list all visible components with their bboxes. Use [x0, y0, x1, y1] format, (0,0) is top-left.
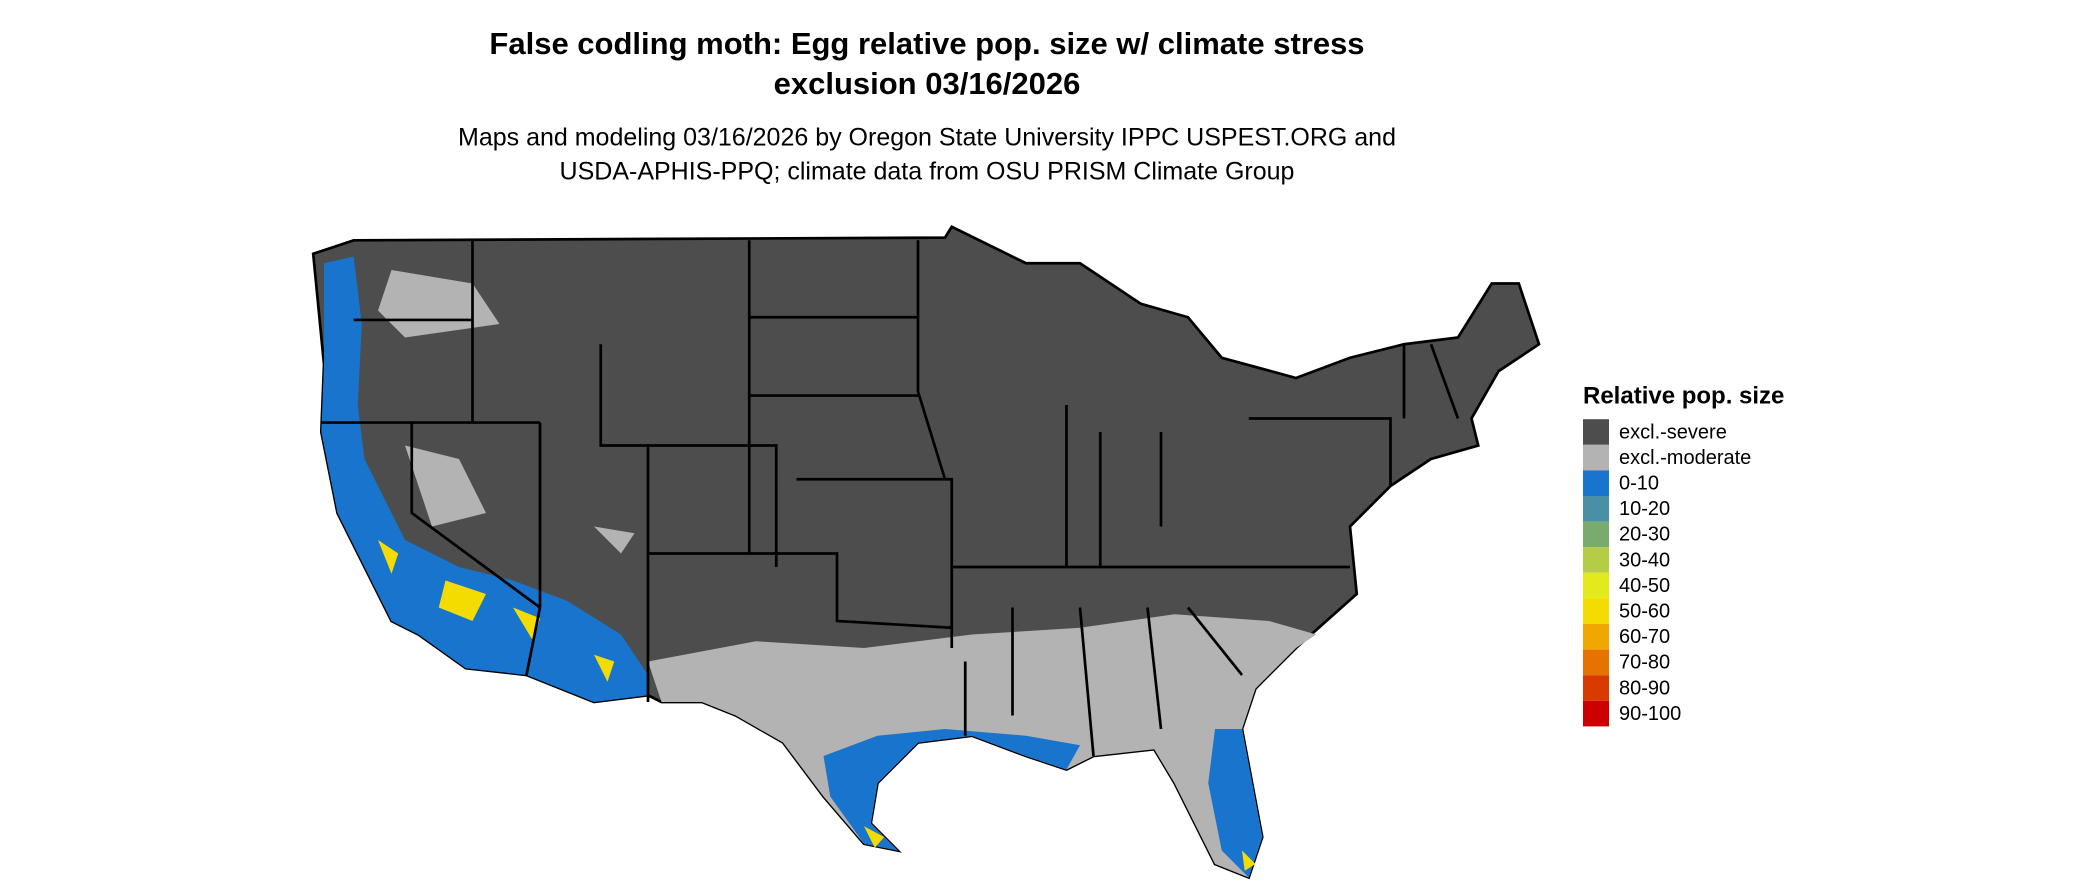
legend-title: Relative pop. size [1583, 382, 1784, 409]
legend-label: 50-60 [1619, 600, 1670, 622]
legend-swatch [1583, 700, 1609, 727]
title: exclusion 03/16/2026 [774, 66, 1081, 101]
legend-label: 80-90 [1619, 677, 1670, 699]
legend-swatch [1583, 521, 1609, 548]
legend-label: 70-80 [1619, 652, 1670, 674]
us-outline [311, 225, 1541, 880]
legend-label: 30-40 [1619, 549, 1670, 571]
legend-label: 10-20 [1619, 498, 1670, 520]
legend-items: excl.-severe excl.-moderate 0-10 10-20 20-30… [1583, 419, 1751, 727]
map [311, 225, 1541, 880]
suitable-region [321, 256, 648, 702]
legend: Relative pop. size excl.-severe excl.-mod… [1583, 382, 1784, 727]
state-borders [321, 240, 1460, 757]
subtitle: USDA-APHIS-PPQ; climate data from OSU PR… [560, 158, 1295, 186]
excl-moderate-region [648, 614, 1317, 878]
legend-swatch [1583, 547, 1609, 573]
state-border [321, 240, 1460, 757]
legend-swatch [1583, 444, 1609, 471]
excl-moderate-region [378, 270, 635, 554]
legend-swatch [1583, 624, 1609, 650]
legend-swatch [1583, 572, 1609, 599]
legend-swatch [1583, 496, 1609, 522]
legend-swatch [1583, 598, 1609, 624]
legend-label: excl.-severe [1619, 421, 1727, 443]
legend-label: 20-30 [1619, 524, 1670, 546]
legend-label: 60-70 [1619, 626, 1670, 648]
subtitle: Maps and modeling 03/16/2026 by Oregon S… [458, 124, 1396, 152]
legend-swatch [1583, 419, 1609, 445]
legend-label: 40-50 [1619, 575, 1670, 597]
legend-label: 90-100 [1619, 703, 1681, 725]
legend-swatch [1583, 675, 1609, 701]
legend-swatch [1583, 470, 1609, 496]
legend-swatch [1583, 649, 1609, 676]
suitable-region [823, 729, 1263, 878]
legend-label: excl.-moderate [1619, 447, 1751, 469]
title: False codling moth: Egg relative pop. si… [489, 26, 1364, 61]
legend-label: 0-10 [1619, 472, 1659, 494]
